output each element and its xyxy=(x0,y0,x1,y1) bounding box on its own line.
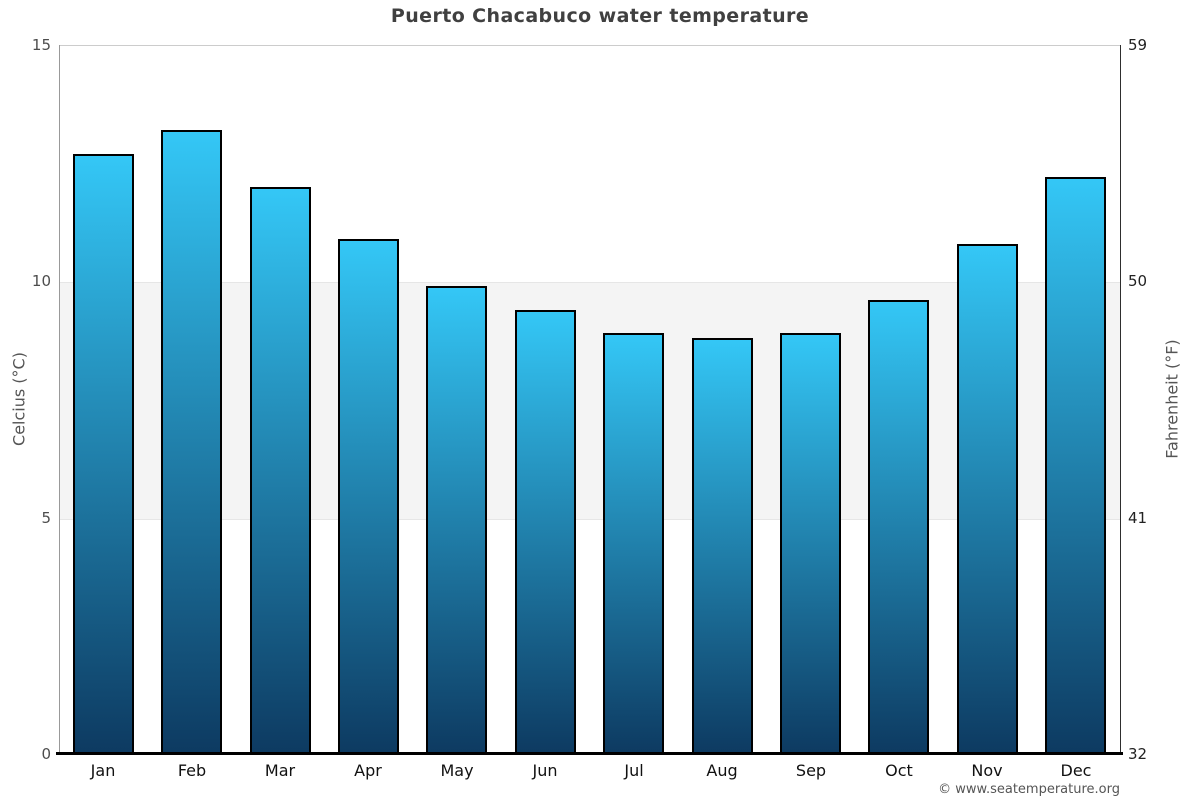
x-tick-label-may: May xyxy=(440,761,474,780)
x-axis-baseline xyxy=(56,752,1123,755)
right-tick-32: 32 xyxy=(1128,745,1148,763)
x-tick-label-mar: Mar xyxy=(264,761,296,780)
grid-band-5-10 xyxy=(59,282,1120,519)
copyright-text: © www.seatemperature.org xyxy=(938,782,1120,797)
plot-area xyxy=(59,45,1120,755)
left-axis-title: Celcius (°C) xyxy=(9,352,29,446)
right-tick-59: 59 xyxy=(1128,36,1148,54)
right-tick-41: 41 xyxy=(1128,509,1148,527)
bar-apr xyxy=(338,239,399,754)
right-axis-line xyxy=(1120,45,1121,754)
left-axis-line xyxy=(59,45,60,754)
bar-feb xyxy=(161,130,222,754)
x-tick-label-aug: Aug xyxy=(706,761,738,780)
bar-nov xyxy=(957,244,1018,754)
bar-aug xyxy=(692,338,753,754)
bar-jun xyxy=(515,310,576,754)
x-tick-label-jun: Jun xyxy=(532,761,558,780)
chart-title: Puerto Chacabuco water temperature xyxy=(390,5,810,27)
left-tick-0: 0 xyxy=(41,745,51,763)
bar-dec xyxy=(1045,177,1106,754)
bar-may xyxy=(426,286,487,754)
x-tick-label-jul: Jul xyxy=(624,761,644,780)
x-tick-label-feb: Feb xyxy=(177,761,207,780)
left-tick-5: 5 xyxy=(41,509,51,527)
right-axis-title: Fahrenheit (°F) xyxy=(1162,339,1182,459)
bar-mar xyxy=(250,187,311,754)
gridline-5c xyxy=(59,519,1120,520)
right-tick-50: 50 xyxy=(1128,272,1148,290)
x-tick-label-nov: Nov xyxy=(971,761,1003,780)
x-tick-label-apr: Apr xyxy=(354,761,382,780)
gridline-10c xyxy=(59,282,1120,283)
x-tick-label-oct: Oct xyxy=(885,761,913,780)
bar-jul xyxy=(603,333,664,754)
bar-oct xyxy=(868,300,929,754)
x-tick-label-jan: Jan xyxy=(90,761,116,780)
left-tick-15: 15 xyxy=(31,36,51,54)
bar-sep xyxy=(780,333,841,754)
x-tick-label-sep: Sep xyxy=(795,761,827,780)
x-tick-label-dec: Dec xyxy=(1060,761,1092,780)
left-tick-10: 10 xyxy=(31,272,51,290)
bar-jan xyxy=(73,154,134,754)
